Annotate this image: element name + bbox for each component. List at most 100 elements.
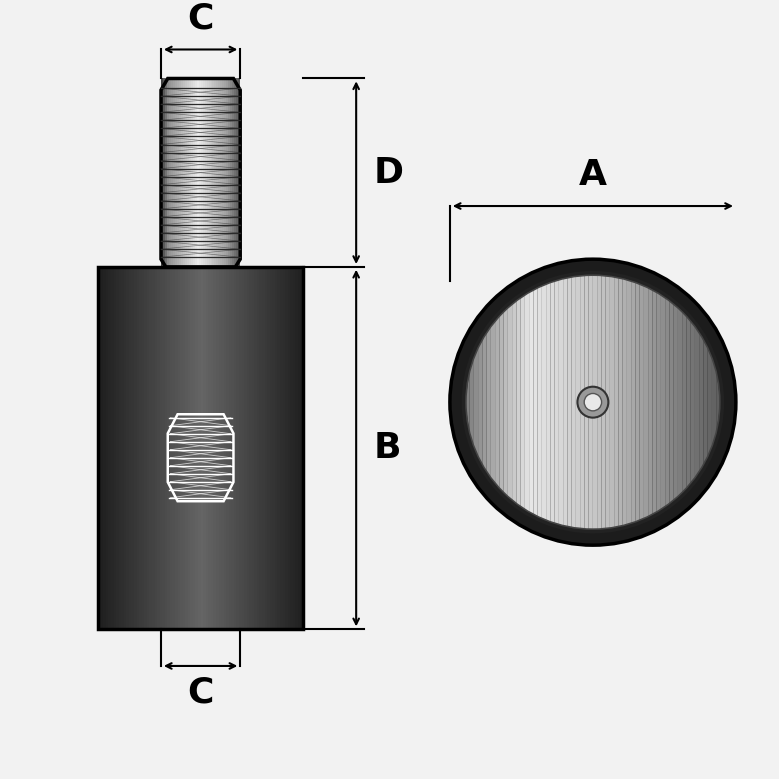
Text: B: B: [374, 431, 401, 465]
Polygon shape: [682, 311, 686, 493]
Polygon shape: [203, 267, 206, 629]
Polygon shape: [142, 267, 144, 629]
Polygon shape: [160, 267, 162, 629]
Polygon shape: [270, 267, 273, 629]
Polygon shape: [584, 275, 589, 530]
Polygon shape: [203, 79, 205, 267]
Polygon shape: [146, 267, 150, 629]
Polygon shape: [273, 267, 275, 629]
Ellipse shape: [450, 259, 736, 545]
Polygon shape: [298, 267, 301, 629]
Polygon shape: [118, 267, 122, 629]
Polygon shape: [222, 79, 224, 267]
Polygon shape: [231, 267, 234, 629]
Polygon shape: [567, 277, 572, 528]
Polygon shape: [170, 267, 172, 629]
Polygon shape: [163, 79, 165, 267]
Polygon shape: [139, 267, 142, 629]
Polygon shape: [106, 267, 108, 629]
Polygon shape: [525, 291, 529, 513]
Polygon shape: [164, 267, 167, 629]
Polygon shape: [213, 79, 214, 267]
Polygon shape: [529, 289, 534, 515]
Polygon shape: [211, 267, 213, 629]
Polygon shape: [259, 267, 262, 629]
Polygon shape: [665, 297, 669, 507]
Polygon shape: [231, 79, 232, 267]
Polygon shape: [482, 332, 487, 473]
Polygon shape: [249, 267, 252, 629]
Text: A: A: [579, 158, 607, 192]
Polygon shape: [198, 267, 201, 629]
Polygon shape: [619, 277, 622, 527]
Polygon shape: [716, 369, 721, 435]
Polygon shape: [491, 320, 495, 484]
Polygon shape: [111, 267, 114, 629]
Polygon shape: [703, 339, 707, 466]
Polygon shape: [224, 267, 226, 629]
Polygon shape: [631, 280, 636, 523]
Polygon shape: [185, 79, 187, 267]
Polygon shape: [691, 320, 695, 484]
Polygon shape: [648, 287, 653, 517]
Polygon shape: [199, 79, 201, 267]
Polygon shape: [201, 267, 203, 629]
Polygon shape: [499, 311, 503, 493]
Polygon shape: [520, 294, 525, 510]
Polygon shape: [108, 267, 111, 629]
Polygon shape: [224, 79, 227, 267]
Polygon shape: [181, 79, 183, 267]
Polygon shape: [161, 79, 163, 267]
Polygon shape: [551, 280, 555, 523]
Polygon shape: [177, 79, 179, 267]
Polygon shape: [173, 79, 174, 267]
Polygon shape: [572, 276, 576, 529]
Polygon shape: [167, 267, 170, 629]
Polygon shape: [277, 267, 280, 629]
Polygon shape: [516, 297, 520, 507]
Text: C: C: [188, 675, 213, 710]
Polygon shape: [167, 79, 169, 267]
Polygon shape: [546, 282, 551, 523]
Polygon shape: [175, 267, 178, 629]
Polygon shape: [508, 304, 512, 501]
Polygon shape: [214, 79, 217, 267]
Polygon shape: [104, 267, 106, 629]
Polygon shape: [192, 79, 195, 267]
Polygon shape: [196, 267, 198, 629]
Polygon shape: [674, 304, 678, 501]
Polygon shape: [265, 267, 267, 629]
Polygon shape: [124, 267, 126, 629]
Polygon shape: [220, 79, 222, 267]
Polygon shape: [487, 326, 491, 478]
Polygon shape: [183, 79, 185, 267]
Polygon shape: [188, 267, 190, 629]
Polygon shape: [189, 79, 191, 267]
Polygon shape: [465, 369, 470, 435]
Polygon shape: [262, 267, 265, 629]
Polygon shape: [136, 267, 139, 629]
Polygon shape: [150, 267, 152, 629]
Polygon shape: [114, 267, 116, 629]
Polygon shape: [244, 267, 247, 629]
Polygon shape: [678, 307, 682, 497]
Polygon shape: [132, 267, 134, 629]
Polygon shape: [589, 275, 593, 530]
Polygon shape: [210, 79, 213, 267]
Polygon shape: [267, 267, 270, 629]
Polygon shape: [190, 267, 193, 629]
Polygon shape: [291, 267, 293, 629]
Polygon shape: [247, 267, 249, 629]
Polygon shape: [534, 287, 538, 517]
Polygon shape: [126, 267, 129, 629]
Polygon shape: [100, 267, 104, 629]
Polygon shape: [712, 356, 716, 448]
Polygon shape: [563, 277, 567, 527]
Polygon shape: [172, 267, 175, 629]
Polygon shape: [295, 267, 298, 629]
Polygon shape: [236, 79, 238, 267]
Polygon shape: [275, 267, 277, 629]
Polygon shape: [686, 315, 691, 489]
Polygon shape: [257, 267, 259, 629]
Polygon shape: [470, 356, 474, 448]
